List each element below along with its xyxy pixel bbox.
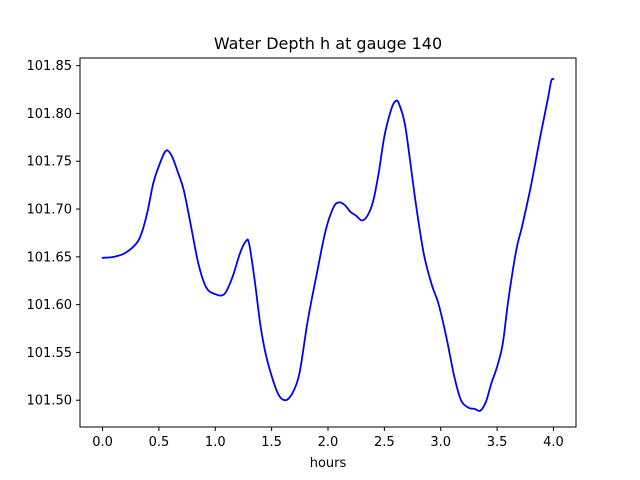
series-line bbox=[101, 77, 555, 412]
chart-title: Water Depth h at gauge 140 bbox=[214, 34, 442, 53]
x-tick-label: 3.5 bbox=[487, 435, 508, 450]
y-tick-label: 101.65 bbox=[27, 250, 73, 265]
y-tick-label: 101.70 bbox=[27, 203, 73, 218]
y-tick-label: 101.85 bbox=[27, 59, 73, 74]
x-tick-label: 4.0 bbox=[543, 435, 564, 450]
x-axis: 0.0 0.5 1.0 1.5 2.0 2.5 3.0 3.5 4.0 bbox=[92, 427, 564, 450]
x-tick-label: 0.0 bbox=[92, 435, 113, 450]
x-tick-label: 2.5 bbox=[374, 435, 395, 450]
x-tick-label: 2.0 bbox=[318, 435, 339, 450]
y-tick-label: 101.55 bbox=[27, 346, 73, 361]
x-axis-label: hours bbox=[310, 456, 347, 471]
x-tick-label: 3.0 bbox=[430, 435, 451, 450]
y-tick-label: 101.50 bbox=[27, 394, 73, 409]
x-tick-label: 1.5 bbox=[261, 435, 282, 450]
y-tick-label: 101.60 bbox=[27, 298, 73, 313]
y-tick-label: 101.75 bbox=[27, 155, 73, 170]
y-axis: 101.50 101.55 101.60 101.65 101.70 101.75 101.… bbox=[27, 59, 80, 409]
x-tick-label: 0.5 bbox=[149, 435, 170, 450]
y-tick-label: 101.80 bbox=[27, 107, 73, 122]
plot-frame bbox=[79, 57, 577, 428]
x-tick-label: 1.0 bbox=[205, 435, 226, 450]
